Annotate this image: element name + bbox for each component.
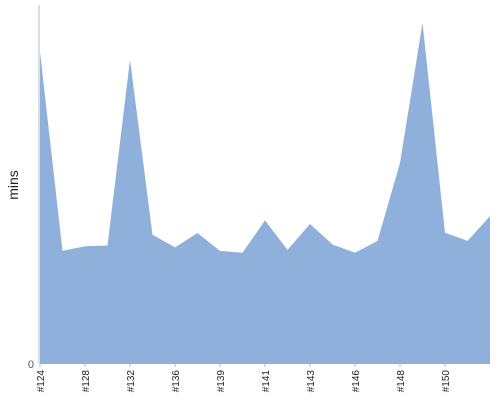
x-tick-label: #143 (306, 370, 317, 393)
area-series (40, 22, 490, 364)
x-tick-label: #148 (396, 370, 407, 393)
x-tick-label: #136 (171, 370, 182, 393)
x-tick-label: #141 (261, 370, 272, 393)
x-axis-ticks: #124 #128 #132 #136 #139 #141 #143 #146 #148 #150 (36, 364, 452, 392)
x-tick-label: #132 (126, 370, 137, 393)
y-axis-label: mins (5, 170, 21, 200)
x-tick-label: #124 (36, 370, 47, 393)
y-tick-label: 0 (28, 359, 34, 371)
plot-area (40, 22, 490, 364)
x-tick-label: #146 (351, 370, 362, 393)
y-axis-ticks: 0 (28, 359, 34, 371)
x-tick-label: #139 (216, 370, 227, 393)
x-tick-label: #128 (81, 370, 92, 393)
x-tick-label: #150 (441, 370, 452, 393)
